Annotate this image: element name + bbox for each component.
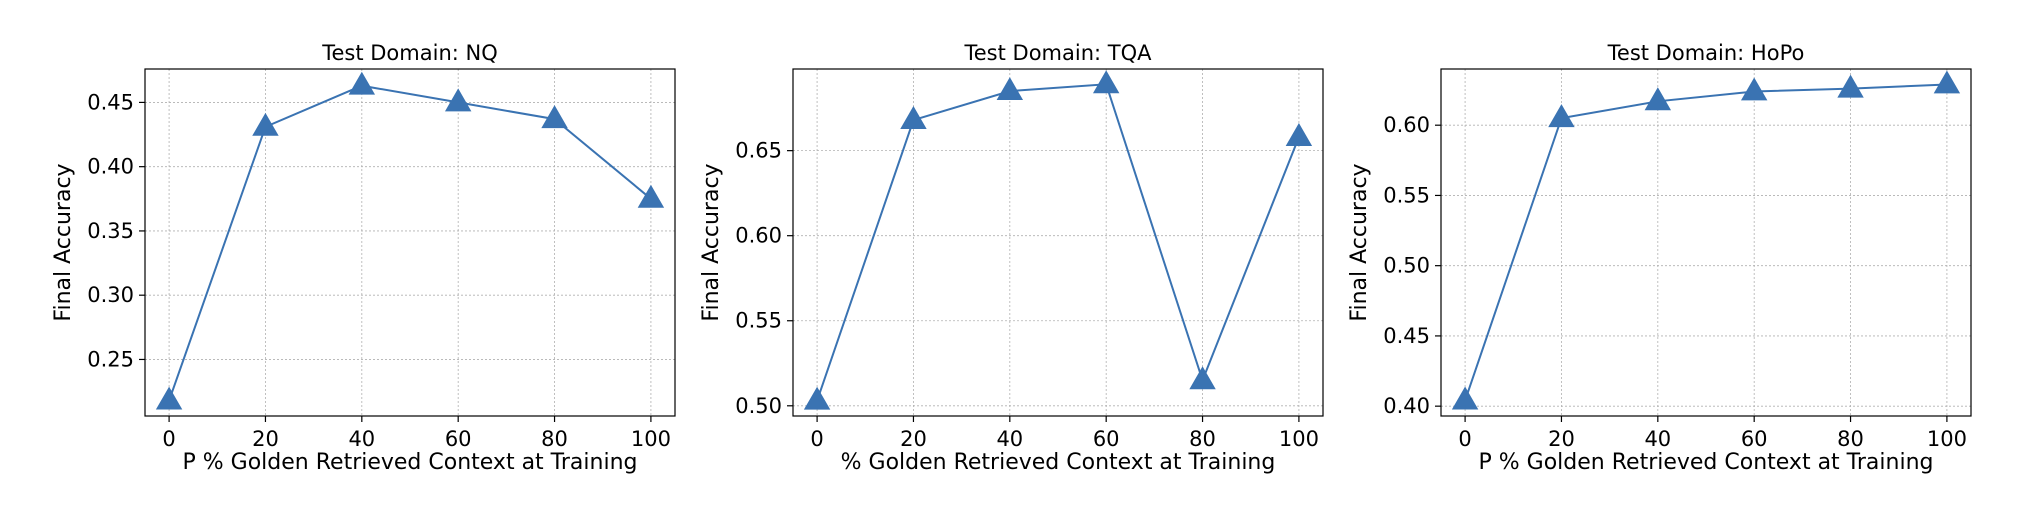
x-tick-label: 20 (1548, 427, 1575, 451)
x-tick-label: 40 (996, 427, 1023, 451)
y-tick-label: 0.40 (87, 155, 134, 179)
y-tick-label: 0.45 (87, 90, 134, 114)
x-tick-label: 40 (348, 427, 375, 451)
y-tick-label: 0.55 (735, 309, 782, 333)
data-point-marker (1837, 74, 1864, 98)
y-tick-label: 0.35 (87, 219, 134, 243)
chart-title: Test Domain: NQ (321, 41, 498, 65)
x-tick-label: 80 (1189, 427, 1216, 451)
y-tick-label: 0.40 (1383, 394, 1430, 418)
data-point-marker (252, 112, 279, 136)
y-tick-label: 0.25 (87, 347, 134, 371)
axes-frame (1440, 68, 1972, 417)
x-tick-label: 80 (1837, 427, 1864, 451)
data-point-marker (1451, 386, 1479, 410)
x-tick-label: 60 (445, 427, 472, 451)
y-tick-label: 0.55 (1383, 183, 1430, 207)
y-tick-label: 0.30 (87, 283, 134, 307)
y-tick-label: 0.50 (1383, 254, 1430, 278)
y-tick-label: 0.60 (1383, 113, 1430, 137)
y-tick-label: 0.65 (735, 139, 782, 163)
chart-title: Test Domain: TQA (964, 41, 1153, 65)
x-tick-label: 20 (252, 427, 279, 451)
series-line (816, 83, 1300, 402)
series-line (168, 84, 652, 401)
data-point-marker (1285, 123, 1313, 146)
data-point-marker (1644, 87, 1672, 111)
data-point-marker (1092, 70, 1120, 94)
x-tick-label: 100 (631, 427, 671, 451)
charts: 0 20 40 60 80 100 0.25 0.30 0.35 0.40 0.45 Test Dom… (51, 41, 1972, 475)
data-point-marker (155, 386, 183, 410)
y-tick-label: 0.50 (735, 394, 782, 418)
axes-frame (144, 68, 676, 417)
x-tick-label: 100 (1927, 427, 1967, 451)
data-point-marker (1548, 104, 1575, 128)
x-tick-label: 0 (162, 427, 175, 451)
x-tick-label: 40 (1644, 427, 1671, 451)
x-axis-label: P % Golden Retrieved Context at Training (1479, 450, 1934, 475)
data-point-marker (1189, 366, 1216, 390)
x-tick-label: 60 (1093, 427, 1120, 451)
axes-frame (792, 68, 1324, 417)
data-point-marker (996, 77, 1024, 101)
data-point-marker (1933, 70, 1961, 94)
data-point-marker (803, 386, 831, 410)
x-tick-label: 80 (541, 427, 568, 451)
chart-panel-0: 0 20 40 60 80 100 0.25 0.30 0.35 0.40 0.45 Test Dom… (51, 41, 676, 475)
y-tick-label: 0.60 (735, 224, 782, 248)
y-axis-label: Final Accuracy (699, 163, 724, 321)
data-point-marker (444, 88, 472, 112)
y-axis-label: Final Accuracy (51, 163, 76, 321)
x-axis-label: % Golden Retrieved Context at Training (841, 450, 1276, 475)
data-point-marker (900, 106, 927, 129)
y-axis-label: Final Accuracy (1347, 163, 1372, 321)
chart-panel-1: 0 20 40 60 80 100 0.50 0.55 0.60 0.65 Test Domain:… (699, 41, 1324, 475)
y-tick-label: 0.45 (1383, 324, 1430, 348)
chart-title: Test Domain: HoPo (1607, 41, 1805, 65)
chart-panel-2: 0 20 40 60 80 100 0.40 0.45 0.50 0.55 0.60 Test Dom… (1347, 41, 1972, 475)
data-point-marker (1740, 77, 1768, 101)
x-tick-label: 20 (900, 427, 927, 451)
data-point-marker (541, 105, 568, 129)
data-point-marker (348, 71, 376, 95)
x-tick-label: 100 (1279, 427, 1319, 451)
series-line (1464, 83, 1947, 401)
x-axis-label: P % Golden Retrieved Context at Training (183, 450, 638, 475)
x-tick-label: 60 (1741, 427, 1768, 451)
data-point-marker (637, 184, 665, 208)
x-tick-label: 0 (1458, 427, 1471, 451)
x-tick-label: 0 (810, 427, 823, 451)
